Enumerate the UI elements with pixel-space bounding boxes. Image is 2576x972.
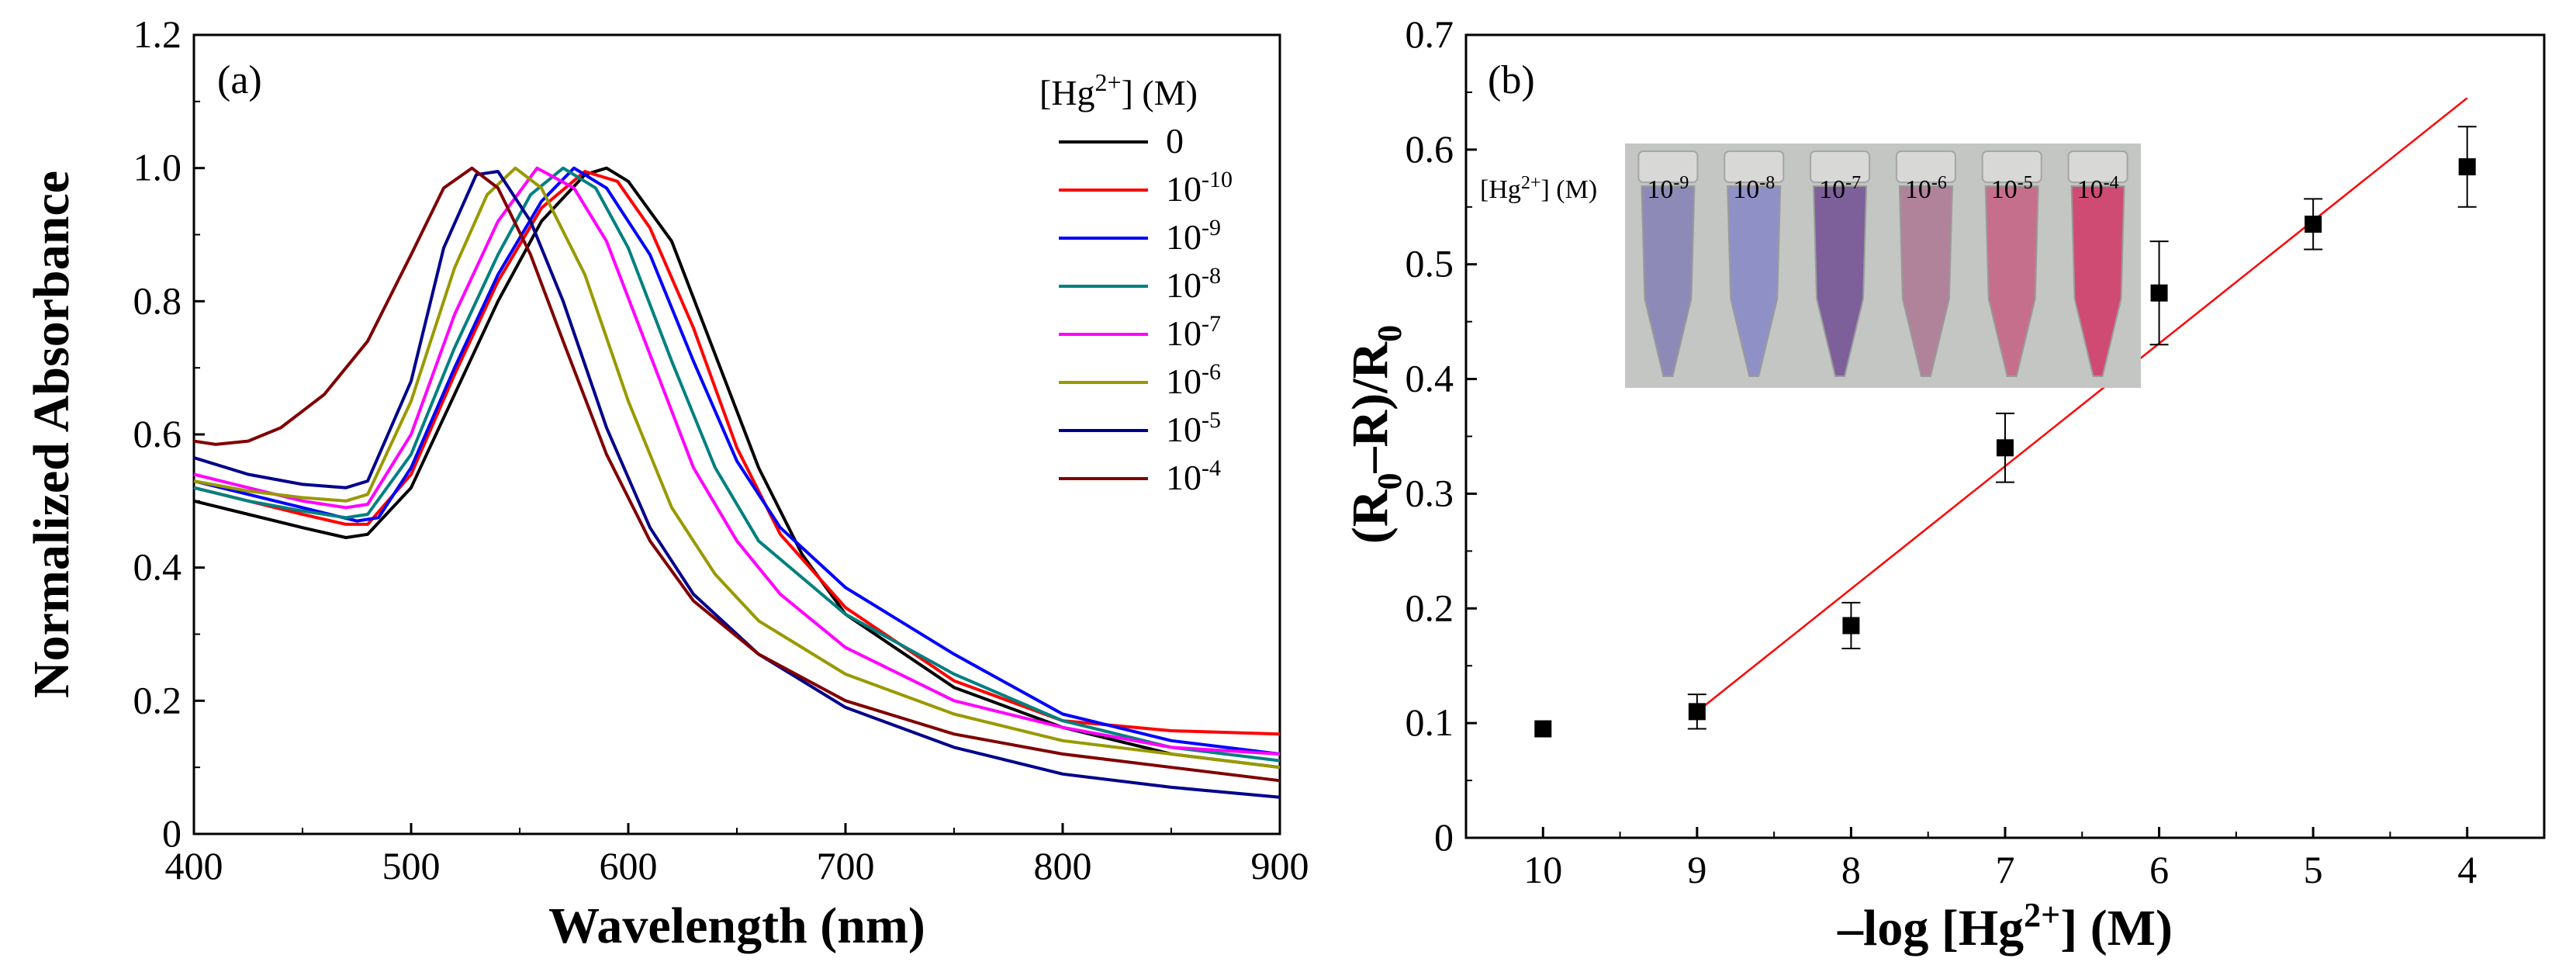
tube-label: 10-7 bbox=[1819, 173, 1861, 204]
panel-a-x-axis-label: Wavelength (nm) bbox=[548, 898, 925, 954]
data-point bbox=[1534, 720, 1552, 738]
b-x-tick-label: 6 bbox=[2149, 848, 2169, 891]
inset-background bbox=[1625, 144, 2141, 388]
b-y-tick-label: 0 bbox=[1434, 815, 1454, 859]
legend-entry-7: 10-4 bbox=[1166, 455, 1221, 497]
panel-a-legend: [Hg2+] (M) 0 10-10 10-9 10-8 10-7 10-6 10-5 10-… bbox=[1039, 68, 1233, 497]
b-x-tick-label: 10 bbox=[1523, 848, 1562, 891]
panel-a-plot-frame bbox=[192, 33, 1281, 835]
tube-cap bbox=[1895, 150, 1956, 183]
tube-cap bbox=[1637, 150, 1699, 183]
tube-body bbox=[1641, 185, 1696, 377]
tube-cap bbox=[1981, 150, 2042, 183]
spectrum-line-2 bbox=[193, 166, 1281, 756]
data-point bbox=[2458, 158, 2476, 176]
a-y-tick-label: 0.2 bbox=[133, 678, 182, 721]
tube-body bbox=[1898, 185, 1953, 377]
tube-body bbox=[2070, 185, 2125, 377]
data-point bbox=[1997, 439, 2014, 457]
panel-b-ticks: 10 9 8 7 6 5 4 0 0.1 0.2 0.3 0.4 0.5 0.6 0.7 bbox=[1406, 12, 2477, 891]
data-point bbox=[1688, 703, 1706, 721]
b-y-tick-label: 0.5 bbox=[1406, 242, 1454, 285]
tube-cap bbox=[1810, 150, 1871, 183]
tube-cap bbox=[1724, 150, 1785, 183]
a-y-tick-label: 1.0 bbox=[133, 146, 182, 189]
linear-fit-line bbox=[1696, 97, 2468, 713]
tube-label: 10-8 bbox=[1733, 173, 1775, 204]
panel-b-response-chart: 10 9 8 7 6 5 4 0 0.1 0.2 0.3 0.4 0.5 0.6 0.7 (b) –log … bbox=[1342, 12, 2546, 956]
inset-concentration-label: [Hg2+] (M) bbox=[1480, 173, 1597, 204]
legend-entry-0: 0 bbox=[1166, 121, 1184, 161]
panel-a-y-axis-label: Normalized Absorbance bbox=[23, 171, 80, 698]
legend-entry-6: 10-5 bbox=[1166, 407, 1221, 449]
b-x-tick-label: 7 bbox=[1996, 848, 2015, 891]
spectrum-line-1 bbox=[193, 170, 1281, 736]
b-x-tick-label: 9 bbox=[1687, 848, 1706, 891]
tube-label: 10-4 bbox=[2077, 173, 2119, 204]
tube-body bbox=[1727, 185, 1782, 377]
data-point bbox=[1842, 617, 1860, 635]
tube-label: 10-9 bbox=[1647, 173, 1689, 204]
data-point bbox=[2150, 284, 2168, 302]
panel-a-ticks: 400 500 600 700 800 900 0 0.2 0.4 0.6 0.8 1.0 1.2 bbox=[133, 12, 1309, 887]
spectrum-line-4 bbox=[193, 166, 1281, 756]
legend-entry-1: 10-10 bbox=[1166, 167, 1233, 209]
b-x-tick-label: 5 bbox=[2304, 848, 2323, 891]
a-x-tick-label: 400 bbox=[165, 844, 223, 887]
b-y-tick-label: 0.4 bbox=[1406, 357, 1454, 400]
tubes: 10-9 10-8 10-7 10-6 10-5 10-4 bbox=[1637, 150, 2128, 377]
legend-entry-4: 10-7 bbox=[1166, 311, 1221, 353]
tube-body bbox=[1984, 185, 2039, 377]
a-x-tick-label: 800 bbox=[1034, 844, 1092, 887]
spectrum-line-7 bbox=[193, 166, 1281, 783]
inset-tube-photo: [Hg2+] (M) 10-9 10-8 10-7 10-6 10-5 10-4 bbox=[1480, 144, 2141, 388]
a-y-tick-label: 0.6 bbox=[133, 412, 182, 455]
a-y-tick-label: 0 bbox=[162, 811, 182, 855]
panel-b-y-axis-label: (R0–R)/R0 bbox=[1342, 325, 1409, 544]
panel-b-label: (b) bbox=[1488, 58, 1535, 102]
spectrum-line-6 bbox=[193, 170, 1281, 799]
b-y-tick-label: 0.3 bbox=[1406, 471, 1454, 514]
tube-label: 10-6 bbox=[1905, 173, 1947, 204]
panel-a-curves bbox=[193, 166, 1281, 799]
b-x-tick-label: 8 bbox=[1841, 848, 1861, 891]
legend-entry-2: 10-9 bbox=[1166, 215, 1221, 257]
spectrum-line-0 bbox=[193, 166, 1281, 770]
a-y-tick-label: 0.8 bbox=[133, 278, 182, 322]
a-x-tick-label: 900 bbox=[1251, 844, 1309, 887]
spectrum-line-5 bbox=[193, 166, 1281, 770]
a-x-tick-label: 500 bbox=[382, 844, 441, 887]
a-y-tick-label: 0.4 bbox=[133, 545, 182, 589]
panel-b-x-axis-label: –log [Hg2+] (M) bbox=[1837, 896, 2173, 956]
legend-title: [Hg2+] (M) bbox=[1039, 68, 1198, 112]
b-y-tick-label: 0.2 bbox=[1406, 586, 1454, 629]
b-y-tick-label: 0.6 bbox=[1406, 127, 1454, 171]
a-x-tick-label: 700 bbox=[817, 844, 875, 887]
b-x-tick-label: 4 bbox=[2457, 848, 2477, 891]
b-y-tick-label: 0.1 bbox=[1406, 700, 1454, 744]
panel-a-label: (a) bbox=[217, 58, 262, 102]
tube-label: 10-5 bbox=[1991, 173, 2033, 204]
tube-body bbox=[1813, 185, 1868, 377]
legend-entry-5: 10-6 bbox=[1166, 359, 1221, 401]
legend-entry-3: 10-8 bbox=[1166, 263, 1221, 305]
spectrum-line-3 bbox=[193, 166, 1281, 763]
b-y-tick-label: 0.7 bbox=[1406, 12, 1454, 56]
panel-a-absorbance-chart: 400 500 600 700 800 900 0 0.2 0.4 0.6 0.8 1.0 1.2 (a… bbox=[23, 12, 1309, 954]
a-y-tick-label: 1.2 bbox=[133, 12, 182, 56]
data-point bbox=[2305, 215, 2322, 233]
a-x-tick-label: 600 bbox=[600, 844, 658, 887]
tube-cap bbox=[2067, 150, 2128, 183]
panel-b-data-points bbox=[1534, 126, 2477, 738]
